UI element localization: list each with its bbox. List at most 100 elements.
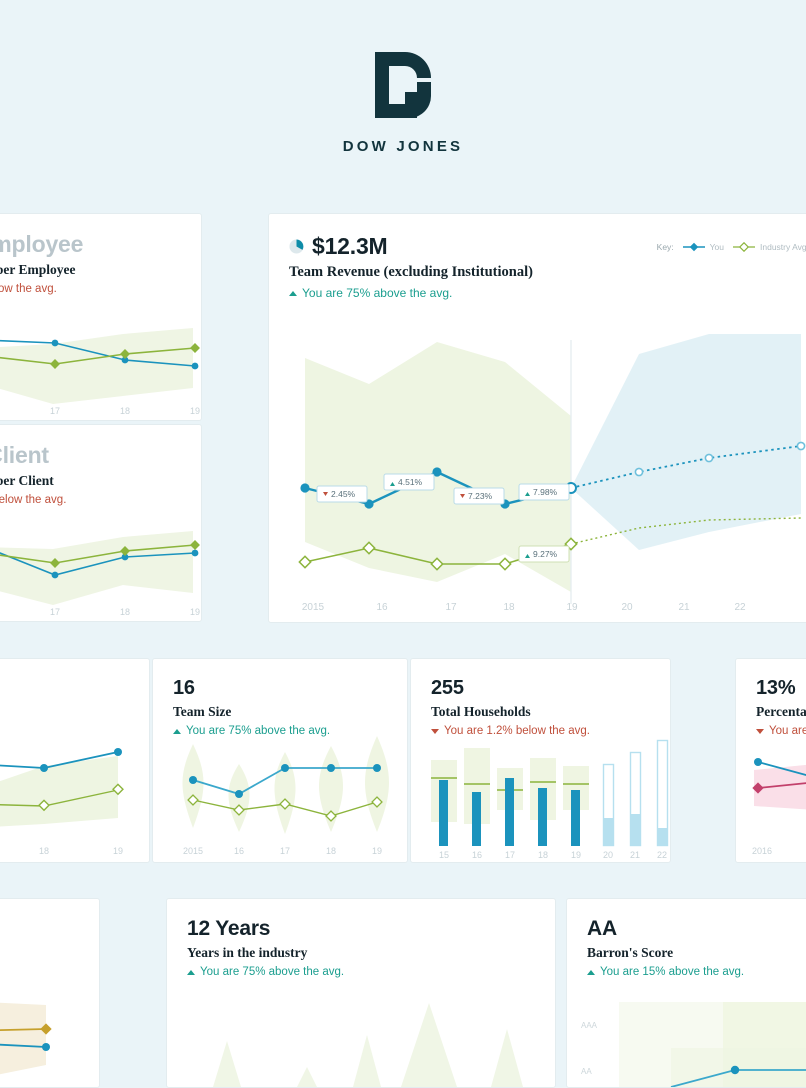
kpi-subtitle: Barron's Score <box>587 945 674 961</box>
delta-text: You are 75% above the avg. <box>200 966 345 979</box>
card-header: ve the avg. <box>0 659 149 728</box>
chart-bottom-left <box>0 991 99 1087</box>
x-tick: 19 <box>190 607 200 617</box>
kpi-value: AA <box>587 917 806 940</box>
legend-item-industry[interactable]: Industry Avg. <box>733 242 806 252</box>
card-header: $12.3M Team Revenue (excluding Instituti… <box>269 214 806 300</box>
card-header: 255 Total Households You are 1.2% below … <box>411 659 670 737</box>
x-tick: 17 <box>50 406 60 416</box>
chart-barrons-score: AAA AA <box>567 1002 806 1087</box>
kpi-subtitle: Revenue per Client <box>0 473 54 489</box>
kpi-number: 255 <box>431 677 464 699</box>
x-tick: 19 <box>571 850 581 860</box>
x-tick: 16 <box>376 602 388 613</box>
x-tick: 18 <box>120 607 130 617</box>
kpi-value: 16 <box>173 677 387 699</box>
chart-percentage: 2016 <box>736 732 806 862</box>
card-years-in-industry[interactable]: 12 Years Years in the industry You are 7… <box>166 898 556 1088</box>
x-tick: 18 <box>39 846 49 856</box>
card-total-households[interactable]: 255 Total Households You are 1.2% below … <box>410 658 671 863</box>
card-clipped-left-mid[interactable]: ve the avg. 17 18 19 <box>0 658 150 863</box>
kpi-number: 16 <box>173 677 195 699</box>
legend-you-label: You <box>709 242 725 252</box>
card-bottom-left[interactable]: e . g. <box>0 898 100 1088</box>
legend-item-you[interactable]: You <box>682 242 725 252</box>
kpi-subtitle: Revenue per Employee <box>0 262 76 278</box>
x-tick: 21 <box>630 850 640 860</box>
kpi-subtitle: Percentage <box>756 704 806 719</box>
card-percentage[interactable]: 13% Percentage You are 1 2016 <box>735 658 806 863</box>
kpi-delta: You are 75% above the avg. <box>173 725 387 737</box>
x-tick: 22 <box>657 850 667 860</box>
pie-chart-icon <box>289 239 304 254</box>
chart-revenue-per-client: 16 17 18 19 <box>0 509 201 621</box>
kpi-number: 12 Years <box>187 917 271 940</box>
brand-name: DOW JONES <box>342 138 464 155</box>
chart-clipped-left-mid: 17 18 19 <box>0 732 149 862</box>
card-team-revenue[interactable]: $12.3M Team Revenue (excluding Instituti… <box>268 213 806 623</box>
kpi-delta: are 4% below the avg. <box>0 283 181 295</box>
delta-up-arrow-icon <box>173 728 181 734</box>
card-header: M /Employee Revenue per Employee are 4% … <box>0 214 201 295</box>
card-barrons-score[interactable]: AA Barron's Score You are 15% above the … <box>566 898 806 1088</box>
kpi-number: 13% <box>756 677 796 699</box>
delta-down-arrow-icon <box>756 728 764 734</box>
card-header: 0K /Client Revenue per Client are 1.2% b… <box>0 425 201 506</box>
x-tick: 20 <box>603 850 613 860</box>
card-team-size[interactable]: 16 Team Size You are 75% above the avg. <box>152 658 408 863</box>
card-revenue-per-employee[interactable]: M /Employee Revenue per Employee are 4% … <box>0 213 202 421</box>
kpi-subtitle: Team Size <box>173 704 232 719</box>
delta-text: You are 15% above the avg. <box>600 966 745 979</box>
x-tick: 17 <box>445 602 457 613</box>
annotation-tag: 4.51% <box>383 473 435 491</box>
kpi-value: 255 <box>431 677 650 699</box>
x-tick: 2016 <box>752 846 772 856</box>
legend-key-label: Key: <box>656 242 674 252</box>
kpi-delta: g. <box>0 968 79 980</box>
kpi-delta: You are 75% above the avg. <box>289 286 806 300</box>
x-tick: 19 <box>372 846 382 856</box>
svg-text:9.27%: 9.27% <box>533 549 558 559</box>
kpi-delta: You are 75% above the avg. <box>187 966 535 978</box>
x-tick: 20 <box>621 602 633 613</box>
dashboard-canvas: DOW JONES M /Employee Revenue per Employ… <box>0 52 806 1088</box>
card-revenue-per-client[interactable]: 0K /Client Revenue per Client are 1.2% b… <box>0 424 202 622</box>
chart-legend: Key: You Industry Avg. <box>657 242 806 252</box>
x-tick: 18 <box>503 602 515 613</box>
kpi-value: 12 Years <box>187 917 535 940</box>
card-header: 16 Team Size You are 75% above the avg. <box>153 659 407 737</box>
svg-text:7.23%: 7.23% <box>468 491 493 501</box>
x-tick: 16 <box>234 846 244 856</box>
kpi-number: AA <box>587 917 617 940</box>
delta-up-arrow-icon <box>587 969 595 975</box>
kpi-delta: You are 1.2% below the avg. <box>431 725 650 737</box>
x-tick: 18 <box>538 850 548 860</box>
kpi-delta: ve the avg. <box>0 716 129 728</box>
legend-industry-label: Industry Avg. <box>760 242 806 252</box>
kpi-subtitle: Team Revenue (excluding Institutional) <box>289 264 533 281</box>
x-tick: 18 <box>326 846 336 856</box>
delta-text: You are 75% above the avg. <box>302 286 453 301</box>
y-tick: AA <box>581 1067 592 1076</box>
kpi-delta: You are 1 <box>756 725 806 737</box>
annotation-tag: 2.45% <box>316 485 368 503</box>
x-tick: 17 <box>50 607 60 617</box>
x-tick: 2015 <box>302 602 325 613</box>
x-tick: 16 <box>472 850 482 860</box>
dow-jones-dj-monogram-icon <box>375 52 431 118</box>
kpi-unit: /Client <box>0 442 49 468</box>
kpi-unit: /Employee <box>0 231 84 257</box>
delta-text: You are 75% above the avg. <box>186 725 331 737</box>
kpi-number: $12.3M <box>312 233 388 259</box>
svg-text:4.51%: 4.51% <box>398 477 423 487</box>
kpi-value: 0K /Client <box>0 442 181 468</box>
delta-down-arrow-icon <box>431 728 439 734</box>
kpi-value: e <box>0 917 79 942</box>
x-tick: 15 <box>439 850 449 860</box>
card-header: 12 Years Years in the industry You are 7… <box>167 899 555 978</box>
card-header: e . g. <box>0 899 99 980</box>
chart-revenue-per-employee: 16 17 18 19 <box>0 300 201 420</box>
annotation-tag: 7.23% <box>453 487 505 505</box>
annotation-tag: 7.98% <box>518 483 570 501</box>
x-tick: 2015 <box>183 846 203 856</box>
